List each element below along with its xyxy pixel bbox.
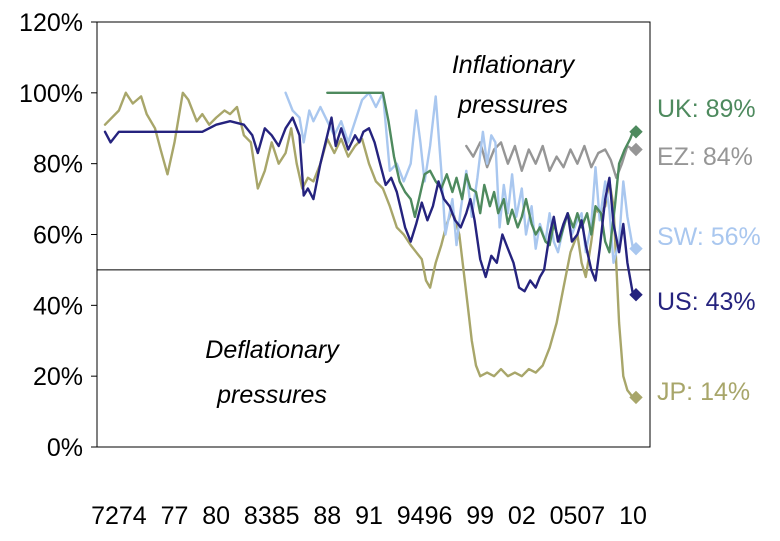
x-tick-label: 80 — [202, 502, 230, 530]
annotation-deflationary-line1: Deflationary — [205, 336, 340, 364]
y-tick-label: 40% — [33, 292, 83, 320]
series-marker-jp — [629, 390, 643, 405]
y-tick-label: 20% — [33, 363, 83, 391]
series-marker-uk — [629, 125, 643, 139]
annotation-deflationary-line2: pressures — [216, 381, 327, 409]
series-marker-us — [629, 288, 643, 302]
plot-area — [96, 21, 651, 448]
x-tick-label: 96 — [425, 502, 453, 530]
end-labels: JP: 14% EZ: 84% SW: 56% UK: 89% US: 43% — [657, 95, 761, 406]
y-tick-label: 0% — [47, 434, 83, 462]
series-line-uk — [326, 91, 635, 254]
series-label-uk: UK: 89% — [657, 95, 756, 123]
plot-frame — [96, 21, 651, 448]
x-tick-label: 88 — [313, 502, 341, 530]
series-label-us: US: 43% — [657, 288, 756, 316]
series-line-us — [103, 116, 635, 296]
series-marker-sw — [629, 241, 643, 256]
series-line-jp — [103, 91, 635, 399]
x-tick-label: 99 — [466, 502, 494, 530]
x-tick-label: 91 — [355, 502, 383, 530]
annotation-layer: Inflationary pressures Deflationary pres… — [205, 51, 575, 409]
x-tick-label: 77 — [161, 502, 189, 530]
y-axis: 0% 20% 40% 60% 80% 100% 120% — [19, 9, 97, 462]
series-line-sw — [284, 91, 635, 264]
x-tick-label: 94 — [397, 502, 425, 530]
series-label-jp: JP: 14% — [657, 378, 750, 406]
x-tick-label: 10 — [619, 502, 647, 530]
x-tick-label: 05 — [550, 502, 578, 530]
series-marker-ez — [629, 142, 643, 157]
x-tick-label: 85 — [272, 502, 300, 530]
x-tick-label: 02 — [508, 502, 536, 530]
x-tick-label: 72 — [91, 502, 119, 530]
marker-layer — [629, 125, 643, 405]
annotation-inflationary-line1: Inflationary — [452, 51, 576, 79]
y-tick-label: 120% — [19, 9, 83, 37]
x-axis: 72 74 77 80 83 85 88 91 94 96 99 02 05 07 10 — [91, 502, 647, 530]
series-label-ez: EZ: 84% — [657, 143, 753, 171]
annotation-inflationary-line2: pressures — [457, 91, 568, 119]
y-tick-label: 60% — [33, 222, 83, 250]
series-label-sw: SW: 56% — [657, 223, 761, 251]
series-layer — [103, 91, 635, 399]
y-tick-label: 100% — [19, 80, 83, 108]
x-tick-label: 83 — [244, 502, 272, 530]
x-tick-label: 07 — [577, 502, 605, 530]
y-tick-label: 80% — [33, 151, 83, 179]
x-tick-label: 74 — [119, 502, 147, 530]
